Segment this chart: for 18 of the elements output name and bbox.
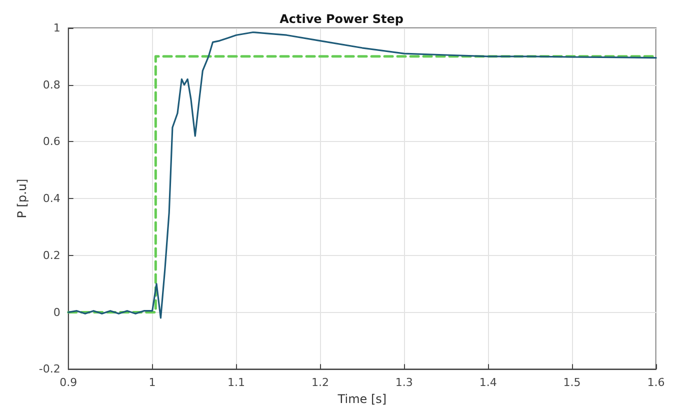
y-tick-label: -0.2: [38, 362, 60, 376]
y-tick-label: 0: [53, 306, 60, 319]
y-axis-title: P [p.u]: [15, 178, 29, 218]
x-tick-label: 1.5: [563, 376, 581, 390]
y-tick-label: 0.4: [42, 192, 60, 206]
y-tick-label: 0.8: [42, 78, 60, 92]
y-tick-label: 1: [53, 22, 60, 34]
y-tick-label: 0.6: [42, 135, 60, 148]
chart-title: Active Power Step: [280, 12, 404, 26]
x-tick-label: 0.9: [60, 376, 78, 390]
y-tick-label: 0.2: [42, 248, 60, 262]
x-tick-label: 1.3: [395, 376, 413, 390]
x-tick-label: 1.4: [479, 376, 497, 390]
x-tick-label: 1: [148, 376, 156, 390]
x-axis-title: Time [s]: [336, 392, 387, 406]
x-tick-label: 1.1: [228, 376, 246, 390]
x-tick-label: 1.2: [311, 376, 329, 390]
x-tick-label: 1.6: [647, 376, 665, 390]
